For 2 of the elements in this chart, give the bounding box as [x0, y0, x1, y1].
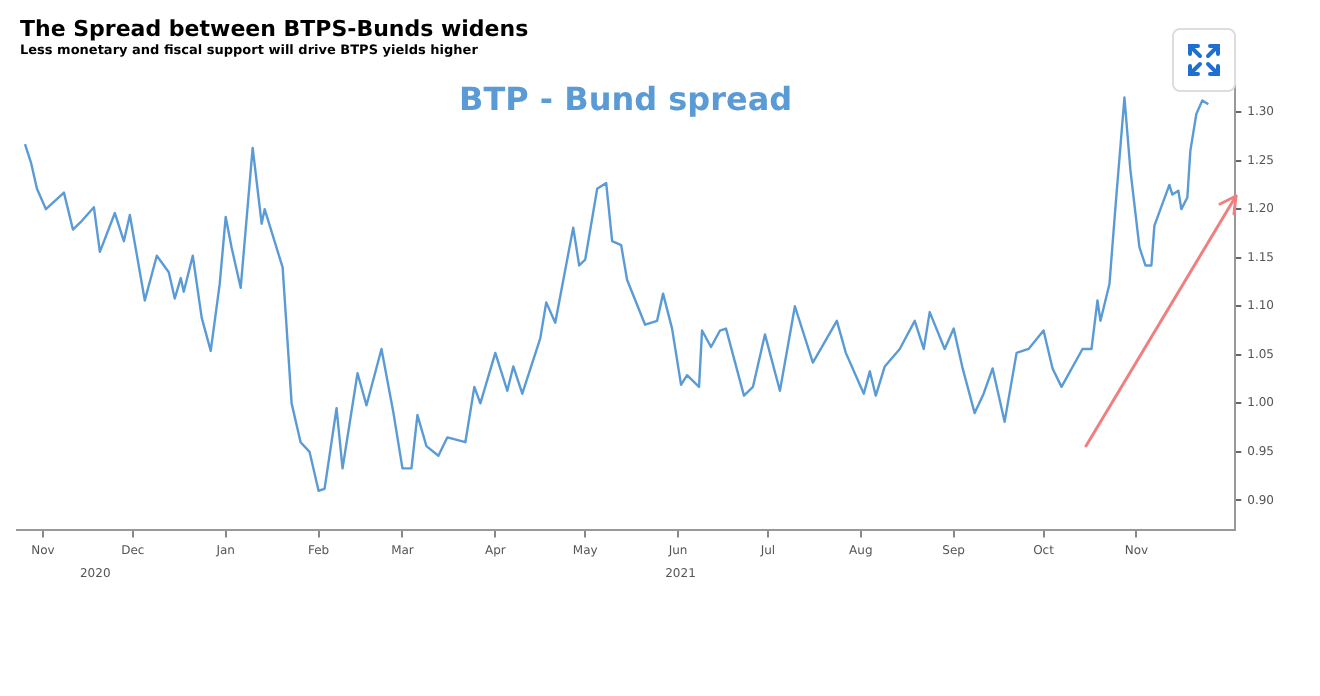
- text: BTP - Bund spread: [459, 79, 793, 118]
- chart-title: The Spread between BTPS-Bunds widens: [20, 16, 529, 42]
